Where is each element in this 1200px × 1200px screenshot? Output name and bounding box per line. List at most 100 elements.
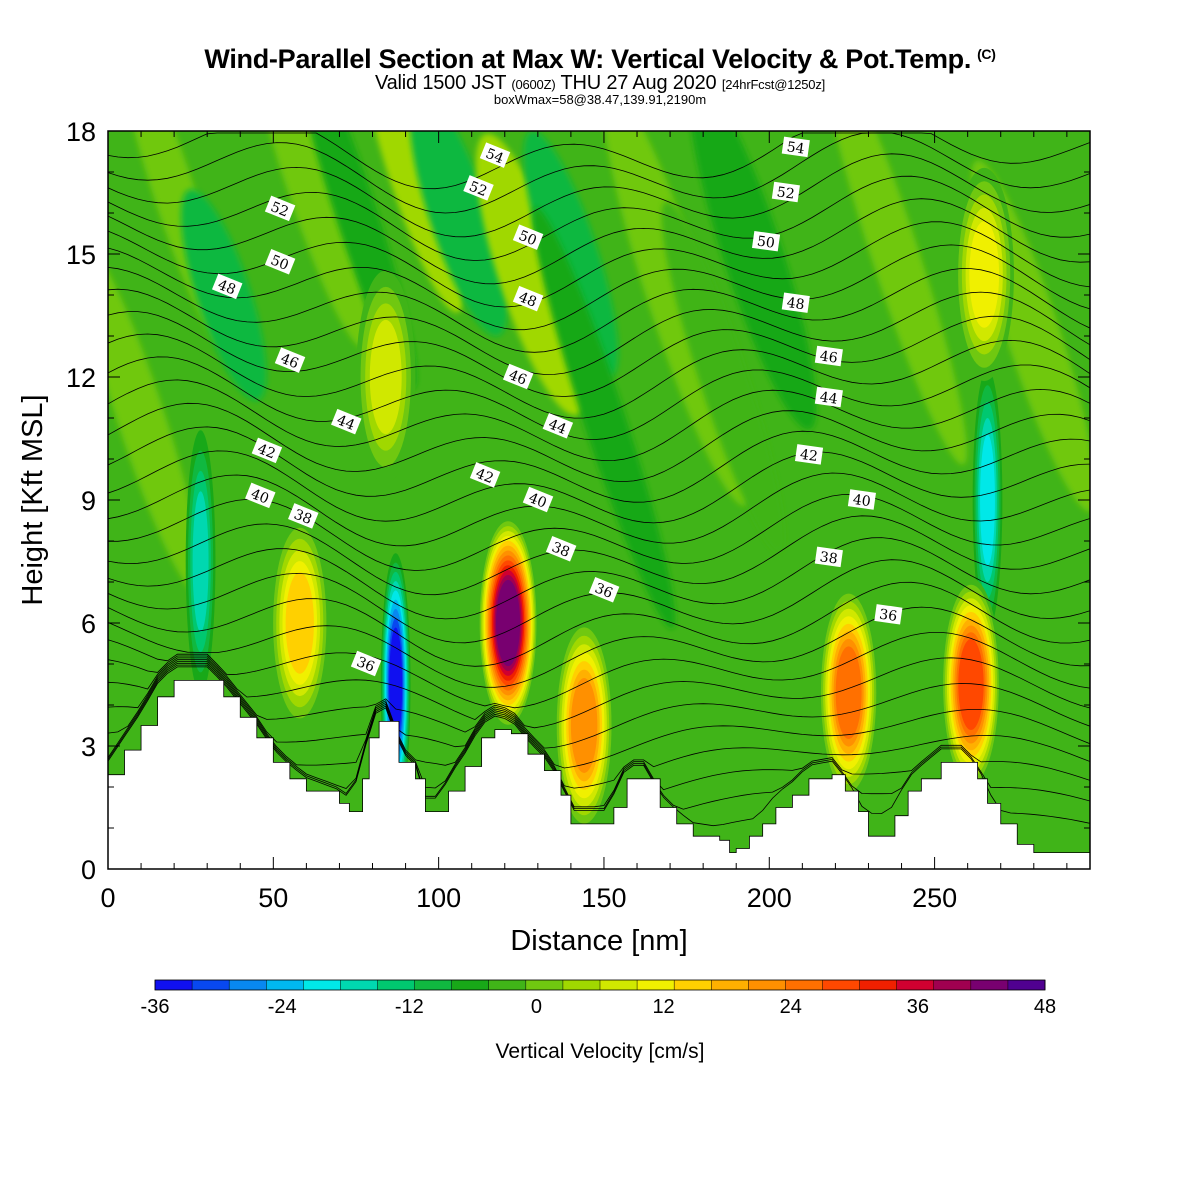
downdraft-cell: [389, 627, 403, 742]
x-tick-label: 150: [581, 883, 626, 913]
y-tick-label: 0: [81, 855, 96, 885]
x-tick-label: 0: [100, 883, 115, 913]
contour-label-text: 44: [819, 389, 839, 407]
wave-streak: [108, 242, 203, 594]
contour-label-text: 36: [354, 654, 377, 676]
contour-label: 48: [781, 292, 810, 313]
contour-label-bg: [211, 273, 243, 300]
theta-contour: [108, 632, 1090, 709]
contour-label: 48: [211, 273, 243, 300]
theta-contour: [108, 153, 1090, 238]
contour-label: 50: [751, 230, 781, 252]
contour-label-bg: [814, 345, 843, 367]
contour-label-text: 40: [526, 490, 549, 512]
updraft-cell: [285, 572, 314, 674]
colorbar-tick-label: -24: [268, 996, 297, 1018]
contour-label-text: 48: [786, 295, 806, 313]
wave-streak: [822, 131, 967, 465]
contour-label-bg: [847, 489, 876, 510]
colorbar-swatch: [525, 980, 564, 990]
contour-label: 54: [479, 142, 511, 168]
colorbar-swatch: [711, 980, 749, 990]
contour-label: 46: [814, 345, 843, 367]
theta-contour: [108, 288, 1090, 375]
contour-label-bg: [814, 546, 843, 568]
contour-label-bg: [274, 347, 306, 373]
contour-label-bg: [545, 535, 577, 562]
colorbar-swatch: [822, 980, 861, 990]
colorbar-swatch: [785, 980, 823, 990]
contour-label: 48: [512, 285, 544, 312]
y-tick-label: 6: [81, 609, 96, 639]
theta-contour: [108, 450, 1090, 524]
colorbar-swatch: [377, 980, 416, 990]
contour-label: 44: [542, 412, 574, 439]
x-tick-label: 50: [258, 883, 288, 913]
contour-label: 52: [264, 195, 296, 222]
updraft-cell: [369, 319, 402, 435]
contour-label-text: 52: [776, 184, 796, 202]
theta-contour: [108, 311, 1090, 397]
contour-label: 44: [814, 386, 843, 408]
wave-streak: [532, 207, 676, 629]
contour-label-bg: [463, 175, 494, 201]
contour-label-text: 46: [278, 351, 301, 373]
contour-label-text: 36: [592, 580, 615, 602]
wave-streak: [689, 131, 817, 430]
colorbar-swatch: [488, 980, 527, 990]
colorbar-swatch: [229, 980, 267, 990]
colorbar-swatch: [451, 980, 490, 990]
colorbar-swatch: [1007, 980, 1046, 990]
contour-label: 38: [814, 546, 843, 568]
theta-contour: [108, 581, 1090, 667]
theta-contour: [108, 493, 1090, 571]
terrain-mask: [108, 680, 1090, 869]
y-tick-label: 18: [66, 117, 96, 147]
terrain: [108, 680, 1090, 869]
contour-label-text: 36: [878, 607, 898, 625]
colorbar-tick-label: 0: [531, 996, 542, 1018]
colorbar-tick-label: 12: [652, 996, 674, 1018]
contour-label-bg: [264, 248, 296, 275]
theta-contour: [108, 402, 1090, 483]
contour-label: 40: [522, 486, 554, 513]
contour-label-bg: [479, 142, 511, 168]
contour-label: 40: [245, 482, 276, 509]
contour-label: 50: [512, 224, 544, 250]
contour-label-bg: [781, 292, 810, 313]
colorbar-swatch: [637, 980, 675, 990]
contour-label: 50: [264, 248, 296, 275]
valid-date: THU 27 Aug 2020: [560, 72, 717, 94]
contour-label-text: 52: [268, 199, 291, 221]
contour-label-bg: [781, 136, 810, 158]
theta-contour: [108, 333, 1090, 419]
forecast-info: [24hrFcst@1250z]: [721, 77, 826, 92]
chart-title: Wind-Parallel Section at Max W: Vertical…: [204, 44, 996, 74]
colorbar-swatch: [674, 980, 712, 990]
colorbar-tick-label: 48: [1034, 996, 1056, 1018]
y-axis-label: Height [Kft MSL]: [17, 394, 49, 605]
x-tick-label: 250: [912, 883, 957, 913]
contour-label: 36: [874, 604, 903, 625]
contour-label-text: 38: [291, 507, 314, 529]
updraft-cell: [958, 639, 984, 730]
copyright-mark: (C): [977, 46, 996, 62]
theta-contour-labels: 36 36 36 38 38 38 40 40 40 42 42 42 44 44 44 46 46 46 48 48…: [211, 136, 903, 677]
contour-label: 54: [781, 136, 810, 158]
contour-label-text: 48: [215, 277, 238, 299]
contour-label: 52: [771, 181, 800, 203]
contour-label: 40: [847, 489, 876, 510]
colorbar-tick-label: -36: [141, 996, 170, 1018]
contour-label-bg: [350, 650, 382, 677]
contour-label-bg: [794, 444, 824, 465]
contour-label-text: 38: [819, 549, 839, 567]
contour-label: 42: [794, 444, 824, 465]
colorbar-swatch: [155, 980, 193, 990]
colorbar-swatch: [600, 980, 638, 990]
contour-label-bg: [588, 576, 620, 603]
colorbar-swatch: [859, 980, 898, 990]
contour-label-text: 44: [546, 416, 569, 438]
contour-label: 52: [463, 175, 494, 201]
